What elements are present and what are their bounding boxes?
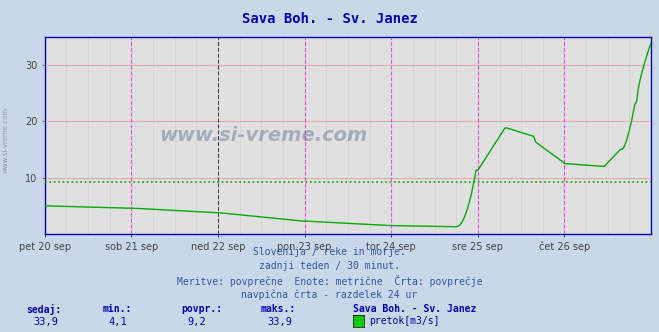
Text: povpr.:: povpr.: (181, 304, 222, 314)
Text: min.:: min.: (102, 304, 132, 314)
Text: www.si-vreme.com: www.si-vreme.com (2, 106, 9, 173)
Text: pretok[m3/s]: pretok[m3/s] (369, 316, 440, 326)
Text: 33,9: 33,9 (33, 317, 58, 327)
Text: navpična črta - razdelek 24 ur: navpična črta - razdelek 24 ur (241, 289, 418, 300)
Text: sedaj:: sedaj: (26, 304, 61, 315)
Text: 33,9: 33,9 (267, 317, 292, 327)
Text: Meritve: povprečne  Enote: metrične  Črta: povprečje: Meritve: povprečne Enote: metrične Črta:… (177, 275, 482, 287)
Text: Sava Boh. - Sv. Janez: Sava Boh. - Sv. Janez (353, 304, 476, 314)
Text: www.si-vreme.com: www.si-vreme.com (159, 126, 367, 145)
Text: maks.:: maks.: (260, 304, 295, 314)
Text: zadnji teden / 30 minut.: zadnji teden / 30 minut. (259, 261, 400, 271)
Text: Slovenija / reke in morje.: Slovenija / reke in morje. (253, 247, 406, 257)
Text: 4,1: 4,1 (109, 317, 127, 327)
Text: 9,2: 9,2 (188, 317, 206, 327)
Text: Sava Boh. - Sv. Janez: Sava Boh. - Sv. Janez (242, 12, 417, 26)
